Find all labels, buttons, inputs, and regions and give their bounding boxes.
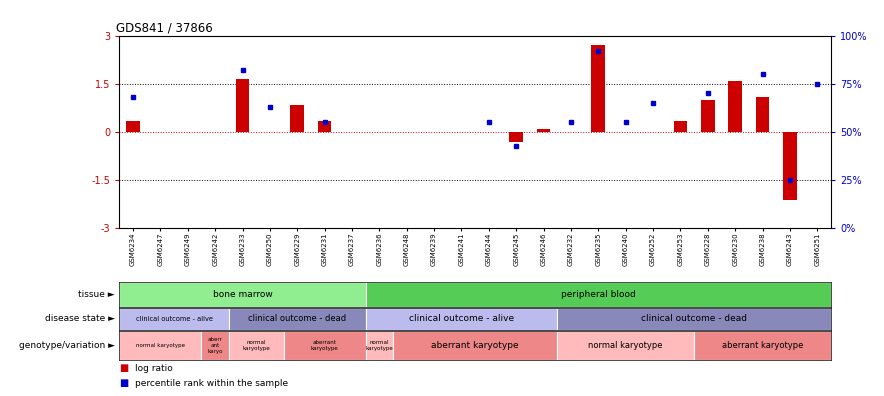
Bar <box>317 121 332 132</box>
Bar <box>119 308 229 330</box>
Bar <box>756 97 769 132</box>
Text: disease state ►: disease state ► <box>45 314 115 324</box>
Bar <box>591 45 606 132</box>
Bar <box>366 331 393 360</box>
Bar <box>694 331 831 360</box>
Text: peripheral blood: peripheral blood <box>561 290 636 299</box>
Bar <box>674 121 687 132</box>
Text: clinical outcome - dead: clinical outcome - dead <box>641 314 747 324</box>
Text: ■: ■ <box>119 363 128 373</box>
Text: aberr
ant
karyo: aberr ant karyo <box>208 337 223 354</box>
Bar <box>236 79 249 132</box>
Bar <box>229 308 366 330</box>
Bar <box>393 331 557 360</box>
Bar <box>509 132 523 142</box>
Text: tissue ►: tissue ► <box>79 290 115 299</box>
Text: normal
karyotype: normal karyotype <box>242 340 271 351</box>
Bar <box>366 282 831 307</box>
Bar <box>701 100 714 132</box>
Text: bone marrow: bone marrow <box>213 290 272 299</box>
Text: GDS841 / 37866: GDS841 / 37866 <box>116 21 212 34</box>
Bar <box>284 331 366 360</box>
Text: aberrant karyotype: aberrant karyotype <box>722 341 804 350</box>
Bar <box>202 331 229 360</box>
Bar <box>537 129 551 132</box>
Bar <box>119 331 202 360</box>
Text: aberrant karyotype: aberrant karyotype <box>431 341 519 350</box>
Bar <box>783 132 796 200</box>
Text: genotype/variation ►: genotype/variation ► <box>19 341 115 350</box>
Text: clinical outcome - alive: clinical outcome - alive <box>135 316 212 322</box>
Text: normal karyotype: normal karyotype <box>136 343 185 348</box>
Bar <box>119 282 366 307</box>
Bar <box>366 308 557 330</box>
Text: normal karyotype: normal karyotype <box>589 341 663 350</box>
Text: clinical outcome - alive: clinical outcome - alive <box>409 314 514 324</box>
Text: percentile rank within the sample: percentile rank within the sample <box>135 379 288 388</box>
Text: log ratio: log ratio <box>135 364 173 373</box>
Text: normal
karyotype: normal karyotype <box>365 340 393 351</box>
Bar <box>126 121 140 132</box>
Text: clinical outcome - dead: clinical outcome - dead <box>248 314 347 324</box>
Bar <box>728 81 742 132</box>
Text: ■: ■ <box>119 378 128 388</box>
Text: aberrant
karyotype: aberrant karyotype <box>311 340 339 351</box>
Bar <box>229 331 284 360</box>
Bar <box>557 308 831 330</box>
Bar <box>291 105 304 132</box>
Bar <box>557 331 694 360</box>
